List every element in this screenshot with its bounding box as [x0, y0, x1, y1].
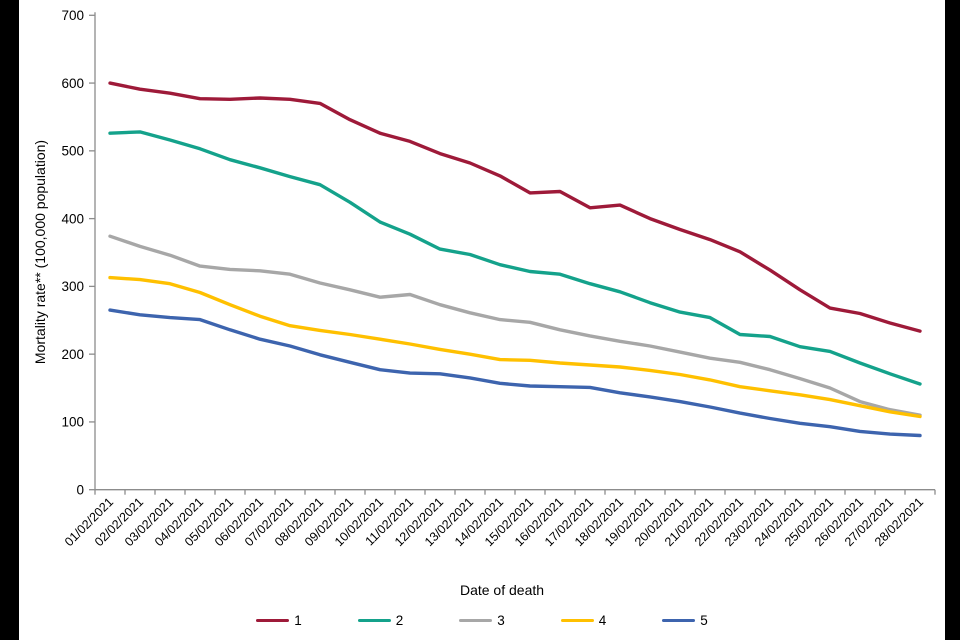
series-line-1 — [108, 81, 922, 333]
chart-legend: 1 2 3 4 5 — [19, 613, 945, 628]
left-black-bar — [0, 0, 19, 640]
legend-item-5: 5 — [662, 613, 708, 628]
y-tick-label: 700 — [61, 8, 84, 23]
legend-label: 3 — [497, 613, 505, 628]
y-tick-label: 0 — [76, 483, 84, 498]
y-tick-label: 500 — [61, 144, 84, 159]
legend-label: 1 — [294, 613, 302, 628]
legend-label: 4 — [598, 613, 607, 628]
legend-swatch — [459, 618, 493, 623]
x-axis-title: Date of death — [459, 582, 545, 598]
y-tick-label: 100 — [61, 415, 84, 430]
series-line-2 — [108, 130, 922, 386]
series-line-4 — [108, 275, 922, 419]
y-tick-label: 400 — [61, 211, 84, 226]
legend-swatch — [256, 618, 290, 623]
y-tick-label: 600 — [61, 76, 84, 91]
right-black-bar — [945, 0, 960, 640]
legend-item-4: 4 — [560, 613, 607, 628]
series-line-3 — [108, 234, 922, 417]
legend-item-2: 2 — [357, 613, 404, 628]
series-line-5 — [108, 308, 922, 438]
legend-swatch — [662, 618, 696, 623]
legend-item-3: 3 — [459, 613, 505, 628]
legend-label: 2 — [395, 613, 404, 628]
y-axis-title: Mortality rate** (100,000 population) — [32, 139, 48, 365]
legend-swatch — [357, 618, 391, 623]
legend-label: 5 — [700, 613, 708, 628]
legend-swatch — [560, 618, 594, 623]
legend-item-1: 1 — [256, 613, 302, 628]
y-tick-label: 200 — [61, 347, 84, 362]
y-tick-label: 300 — [61, 279, 84, 294]
